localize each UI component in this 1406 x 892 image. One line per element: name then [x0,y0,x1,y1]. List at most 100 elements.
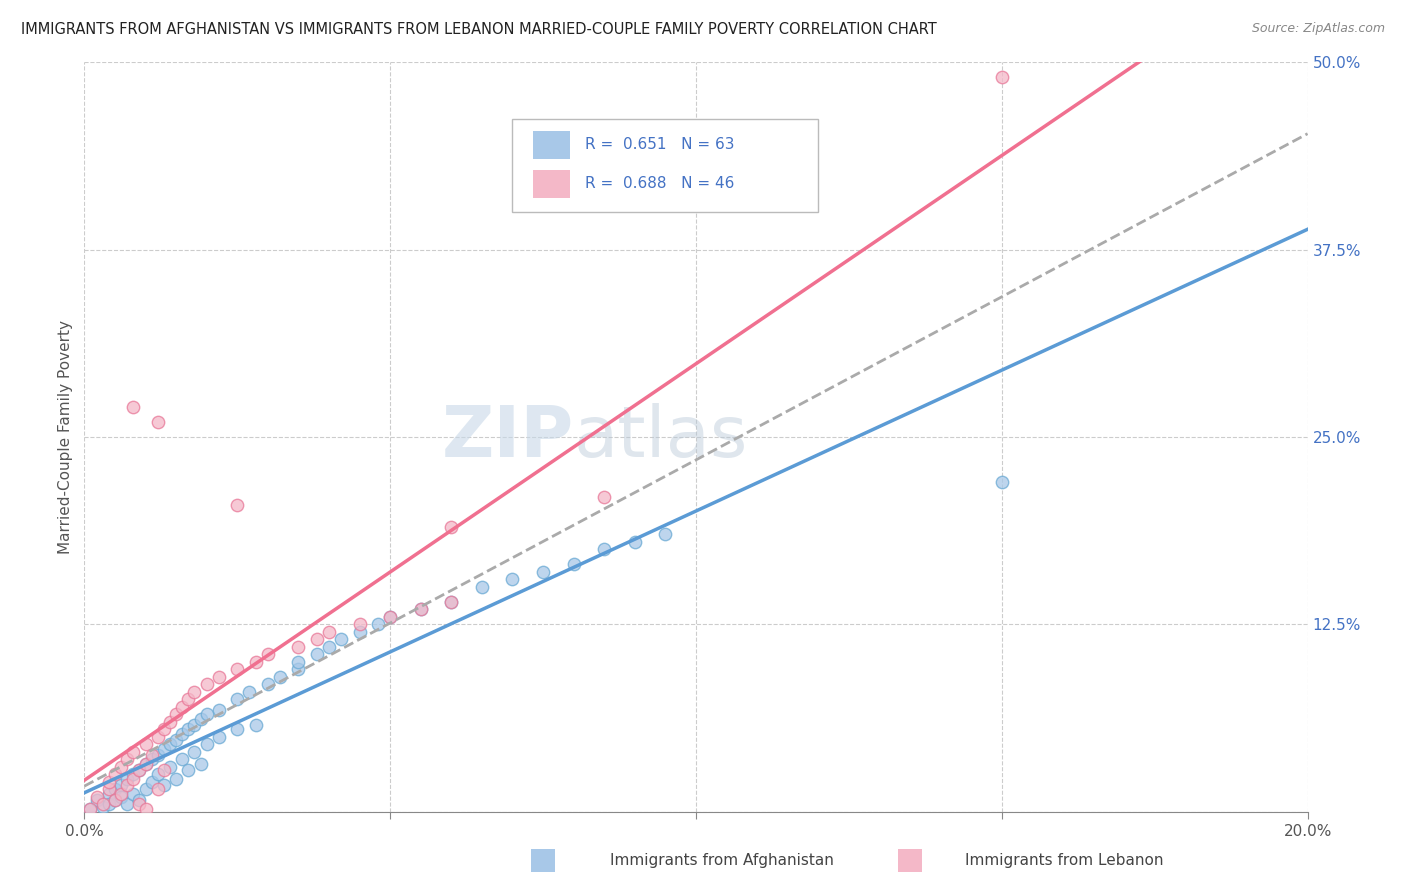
Point [122,767,145,781]
Y-axis label: Married-Couple Family Poverty: Married-Couple Family Poverty [58,320,73,554]
Point [110,789,132,804]
Point [146,730,169,744]
Point [135,737,157,751]
Point [122,772,145,786]
Point [226,692,249,706]
Point [91,797,114,812]
Point [177,692,200,706]
Point [991,70,1014,85]
Point [141,747,163,762]
Point [349,617,371,632]
Point [172,727,194,741]
Point [135,782,157,797]
Point [305,632,328,647]
Point [257,677,280,691]
Point [226,498,249,512]
Point [349,624,371,639]
Point [238,685,260,699]
Point [165,772,187,786]
Point [153,741,176,756]
Point [367,617,389,632]
Point [208,703,231,717]
Point [122,787,145,801]
Point [91,800,114,814]
Point [195,737,218,751]
Point [159,714,181,729]
Point [104,793,127,807]
Point [190,756,212,771]
Point [128,763,150,777]
Point [257,648,280,662]
Text: Source: ZipAtlas.com: Source: ZipAtlas.com [1251,22,1385,36]
Point [245,655,267,669]
Point [165,707,187,722]
Point [380,610,402,624]
Point [153,778,176,792]
Point [440,595,463,609]
Point [146,767,169,781]
Point [104,793,127,807]
Point [183,685,205,699]
Point [146,782,169,797]
Point [122,400,145,414]
Point [195,707,218,722]
Point [177,723,200,737]
Point [502,573,524,587]
FancyBboxPatch shape [513,119,818,212]
Point [141,752,163,766]
Point [330,632,353,647]
Point [110,760,132,774]
Point [287,640,309,654]
Point [593,490,616,504]
Point [593,542,616,557]
Point [97,787,120,801]
Point [183,745,205,759]
Text: Immigrants from Afghanistan: Immigrants from Afghanistan [610,853,834,868]
Point [226,662,249,676]
Point [409,602,432,616]
Point [110,787,132,801]
Point [86,793,108,807]
Point [128,793,150,807]
Point [287,662,309,676]
Point [471,580,494,594]
Point [128,797,150,812]
Point [172,699,194,714]
Point [153,723,176,737]
Point [195,677,218,691]
Bar [533,169,569,198]
Point [440,520,463,534]
Point [79,802,101,816]
Point [183,718,205,732]
Point [440,595,463,609]
Point [172,752,194,766]
Text: ZIP: ZIP [441,402,574,472]
Point [531,565,554,579]
Point [245,718,267,732]
Text: atlas: atlas [574,402,748,472]
Point [97,782,120,797]
Point [86,789,108,804]
Point [146,415,169,429]
Point [208,730,231,744]
Point [115,752,138,766]
Point [190,712,212,726]
Point [287,655,309,669]
Bar [898,849,922,871]
Point [104,767,127,781]
Point [624,535,647,549]
Point [115,778,138,792]
Point [128,763,150,777]
Point [159,760,181,774]
Point [122,745,145,759]
Point [269,670,291,684]
Text: R =  0.688   N = 46: R = 0.688 N = 46 [585,177,734,191]
Text: IMMIGRANTS FROM AFGHANISTAN VS IMMIGRANTS FROM LEBANON MARRIED-COUPLE FAMILY POV: IMMIGRANTS FROM AFGHANISTAN VS IMMIGRANT… [21,22,936,37]
Point [97,797,120,812]
Point [79,802,101,816]
Point [146,747,169,762]
Point [208,670,231,684]
Point [159,737,181,751]
Point [110,778,132,792]
Point [115,797,138,812]
